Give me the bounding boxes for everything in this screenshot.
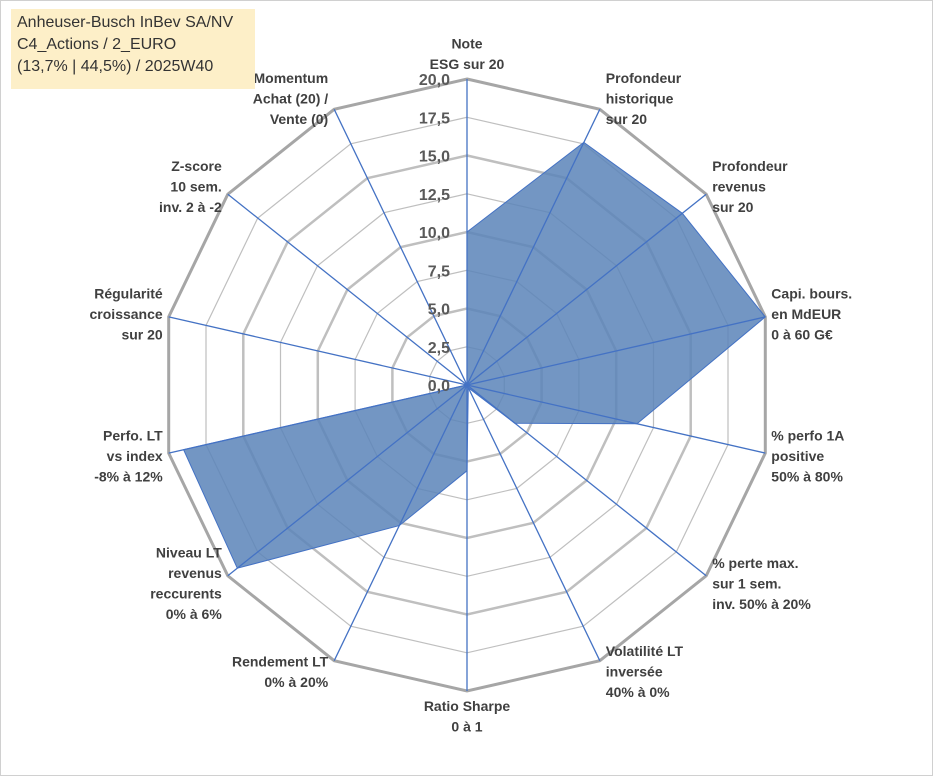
tick-label-2: 5,0 [428,302,450,319]
chart-title-line-2: C4_Actions / 2_EURO [17,36,177,53]
axis-label-6-line-1: inversée [606,664,663,680]
tick-label-3: 7,5 [428,263,450,280]
axis-label-10-line-1: vs index [107,448,163,464]
axis-label-12-line-0: Z-score [171,158,222,174]
spoke-11 [168,316,468,386]
radar-spokes [168,79,766,691]
spoke-2 [466,193,707,386]
axis-label-13-line-1: Achat (20) / [253,91,329,107]
tick-label-6: 15,0 [419,149,450,166]
axis-label-4-line-0: % perfo 1A [771,427,844,443]
axis-label-5-line-2: inv. 50% à 20% [712,596,811,612]
axis-label-11-line-2: sur 20 [121,327,162,343]
axis-label-3-line-1: en MdEUR [771,306,841,322]
axis-label-9-line-0: Niveau LT [156,545,222,561]
axis-label-9-line-2: reccurents [150,586,222,602]
axis-label-4-line-1: positive [771,448,824,464]
axis-label-5-line-0: % perte max. [712,555,798,571]
axis-label-6-line-0: Volatilité LT [606,643,684,659]
tick-label-4: 10,0 [419,225,450,242]
spoke-6 [466,384,601,661]
chart-title-line-1: Anheuser-Busch InBev SA/NV [17,14,234,31]
axis-label-12-line-1: 10 sem. [170,179,221,195]
axis-label-9-line-1: revenus [168,565,222,581]
spoke-13 [333,109,468,386]
tick-label-7: 17,5 [419,110,450,127]
tick-label-5: 12,5 [419,187,450,204]
spoke-8 [333,384,468,661]
tick-label-1: 2,5 [428,340,450,357]
spoke-1 [466,109,601,386]
spoke-4 [466,384,766,454]
axis-label-2-line-0: Profondeur [712,158,788,174]
axis-label-2-line-1: revenus [712,179,766,195]
spoke-9 [227,384,468,577]
axis-label-0-line-1: ESG sur 20 [430,56,505,72]
spoke-10 [168,384,468,454]
axis-label-7-line-1: 0 à 1 [451,719,482,735]
spoke-3 [466,316,766,386]
axis-label-3-line-0: Capi. bours. [771,286,852,302]
radar-series [182,141,766,569]
axis-label-5-line-1: sur 1 sem. [712,575,781,591]
tick-label-0: 0,0 [428,378,450,395]
axis-label-12-line-2: inv. 2 à -2 [159,199,222,215]
tick-label-8: 20,0 [419,72,450,89]
chart-title-box: Anheuser-Busch InBev SA/NV C4_Actions / … [11,9,255,89]
series-area [182,141,766,569]
axis-labels: Note ESG sur 20 Profondeur historique sur 20… [90,36,853,735]
axis-label-7-line-0: Ratio Sharpe [424,698,511,714]
axis-label-13-line-2: Vente (0) [270,111,328,127]
chart-title-line-3: (13,7% | 44,5%) / 2025W40 [17,58,214,75]
axis-label-10-line-0: Perfo. LT [103,427,163,443]
axis-label-4-line-2: 50% à 80% [771,468,843,484]
spoke-12 [227,193,468,386]
axis-label-8-line-0: Rendement LT [232,653,329,669]
axis-label-8-line-1: 0% à 20% [264,674,328,690]
radial-tick-labels: 0,0 2,5 5,0 7,5 10,0 12,5 15,0 17,5 20,0 [419,72,450,395]
axis-label-6-line-2: 40% à 0% [606,684,670,700]
axis-label-1-line-0: Profondeur [606,70,682,86]
axis-label-13-line-0: Momentum [254,70,329,86]
spoke-5 [466,384,707,577]
axis-label-10-line-2: -8% à 12% [94,468,163,484]
axis-label-11-line-0: Régularité [94,286,163,302]
axis-label-1-line-2: sur 20 [606,111,647,127]
axis-label-1-line-1: historique [606,91,674,107]
axis-label-0-line-0: Note [451,36,482,52]
axis-label-9-line-3: 0% à 6% [166,606,223,622]
axis-label-11-line-1: croissance [90,306,163,322]
axis-label-3-line-2: 0 à 60 G€ [771,327,833,343]
axis-label-2-line-2: sur 20 [712,199,753,215]
